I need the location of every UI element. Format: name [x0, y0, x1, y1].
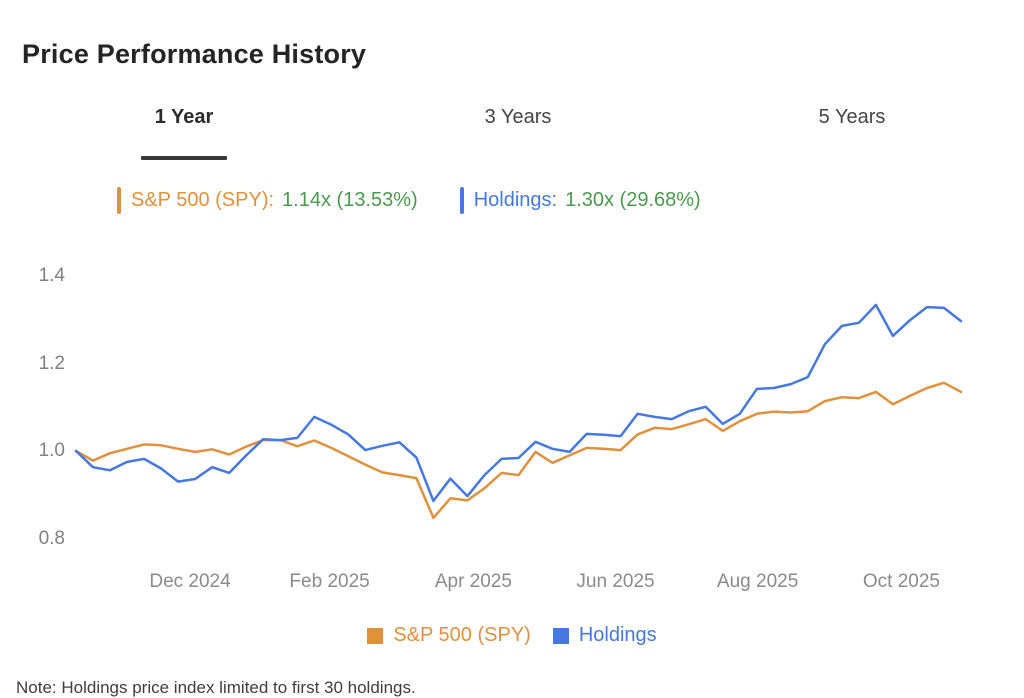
tab-5-years[interactable]: 5 Years: [815, 106, 890, 160]
legend-item-holdings[interactable]: Holdings: [552, 624, 657, 647]
holdings-legend-bar-icon: [459, 186, 464, 214]
page-title: Price Performance History: [22, 39, 367, 70]
tab-1-year[interactable]: 1 Year: [141, 106, 227, 160]
spy-swatch-icon: [367, 627, 384, 644]
spy-summary: S&P 500 (SPY): 1.14x (13.53%): [117, 186, 418, 214]
spy-summary-value: 1.14x (13.53%): [282, 188, 418, 211]
series-line-spy[interactable]: [74, 381, 963, 520]
holdings-swatch-icon: [552, 627, 569, 644]
active-tab-underline: [141, 156, 227, 160]
holdings-summary-label: Holdings:: [473, 188, 558, 211]
performance-summary: S&P 500 (SPY): 1.14x (13.53%) Holdings: …: [117, 186, 701, 214]
x-tick-label: Dec 2024: [149, 571, 231, 592]
footnote: Note: Holdings price index limited to fi…: [16, 678, 416, 697]
tab-5-years-label: 5 Years: [818, 106, 886, 128]
tab-1-year-label: 1 Year: [154, 106, 214, 128]
legend-item-spy[interactable]: S&P 500 (SPY): [367, 624, 531, 647]
tab-3-years-label: 3 Years: [484, 106, 552, 128]
x-tick-label: Feb 2025: [289, 571, 370, 592]
y-tick-label: 0.8: [38, 527, 65, 549]
x-tick-label: Apr 2025: [434, 571, 512, 592]
tab-3-years[interactable]: 3 Years: [481, 106, 556, 160]
spy-summary-label: S&P 500 (SPY):: [131, 188, 275, 211]
legend-spy-label: S&P 500 (SPY): [393, 624, 531, 646]
chart-legend: S&P 500 (SPY) Holdings: [0, 624, 1024, 647]
x-tick-label: Jun 2025: [576, 571, 655, 592]
x-tick-label: Aug 2025: [716, 571, 799, 592]
holdings-summary: Holdings: 1.30x (29.68%): [459, 186, 701, 214]
y-tick-label: 1.2: [38, 352, 65, 374]
period-tabs: 1 Year 3 Years 5 Years: [17, 106, 1019, 160]
series-line-holdings[interactable]: [74, 303, 963, 503]
legend-holdings-label: Holdings: [578, 624, 657, 646]
price-performance-line-chart[interactable]: [60, 250, 975, 570]
y-tick-label: 1.0: [38, 440, 65, 461]
y-tick-label: 1.4: [38, 265, 65, 286]
x-tick-label: Oct 2025: [862, 571, 940, 592]
spy-legend-bar-icon: [117, 186, 121, 214]
holdings-summary-value: 1.30x (29.68%): [565, 188, 701, 211]
